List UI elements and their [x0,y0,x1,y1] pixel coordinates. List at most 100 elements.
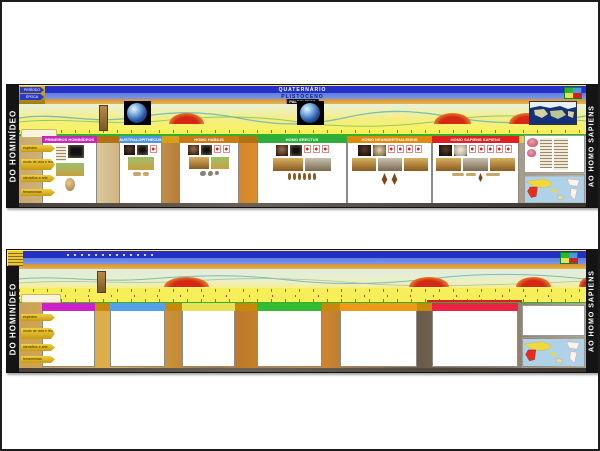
stone-tool-photo [199,171,206,176]
card-title: HOMO NEANDERTHALENSIS [347,136,432,143]
distribution-map-icon [312,145,320,153]
row-label-species: espécies [21,145,55,152]
strip-segment [235,303,257,311]
row-label-utensils: utensílios e arte [21,175,55,182]
distribution-map-icon [150,145,157,153]
card-title [182,303,235,311]
skull-photo [201,145,212,155]
epoch-bar: PLISTOCENO [19,93,586,100]
row-label-lifestyle: modo de vida e técnicas [21,159,55,170]
stone-tool-photo [214,171,219,175]
tool-photo [478,173,483,182]
distribution-map-icon [321,145,329,153]
timeline-banner-template: espécies modo de vida e técnicas utensíl… [6,249,598,373]
distribution-map-icon [469,145,476,153]
posture-sketch [540,138,552,168]
fossil-photo [64,178,75,191]
habitat-scene-image [211,157,229,169]
tick-dashes [67,254,157,256]
color-legend-icon [564,87,582,99]
period-arrow-label: PERÍODO [20,87,44,93]
card-title [257,303,322,311]
distribution-map-icon [405,145,413,153]
species-card: HOMO ERECTUS [257,136,347,206]
row-label-tools: ferramentas [21,189,55,196]
distribution-map-icon [505,145,512,153]
arrowhead-photo [381,173,388,185]
left-title-bar: DO HOMINÍDEO [7,85,19,207]
right-title-bar: AO HOMO SAPIENS [586,250,598,372]
figurine-photo [308,173,311,180]
card-title [432,303,518,311]
banner-bottom-border [19,368,586,372]
card-title [340,303,417,311]
earth-globe-image [124,101,151,125]
distribution-map-icon [478,145,485,153]
strip-segment [97,136,119,143]
strip-segment [162,136,179,143]
warm-period-mound [164,277,209,287]
arrowhead-photo [391,173,398,185]
distribution-map-icon [396,145,404,153]
epoch-label: PLISTOCENO [281,93,324,100]
species-card: HOMO HABILIS [179,136,239,206]
earth-globe-image [297,101,324,125]
right-title: AO HOMO SAPIENS [588,105,596,187]
bone-photo [132,172,141,176]
skull-photo [137,145,148,155]
distribution-map-icon [387,145,395,153]
strip-segment [165,303,182,311]
figurine-photo [288,173,291,180]
axis-legend [8,251,23,266]
skeleton-sketch-image [554,138,568,170]
distribution-map-icon [496,145,503,153]
face-photo [124,145,135,155]
strip-segment [417,303,432,311]
right-title-bar: AO HOMO SAPIENS [586,85,598,207]
distribution-map-icon [214,145,221,153]
warm-period-mound [516,277,551,287]
habitat-scene-image [351,158,376,171]
right-title: AO HOMO SAPIENS [588,270,596,352]
migration-map-image [522,337,585,368]
sediment-core-image [97,271,106,293]
habitat-scene-image [127,157,154,170]
row-label-utensils: utensílios e arte [21,344,55,351]
row-label-species: espécies [21,314,55,321]
glaciation-map-image [529,101,577,125]
skull-photo [67,145,84,158]
banner-bottom-border [19,203,586,207]
migration-map-image [524,174,585,205]
figurine-photo [293,173,296,180]
brain-diagram [527,149,536,157]
habitat-scene-image [377,158,402,171]
green-divider-line [19,134,586,136]
habitat-scene-image [463,158,488,171]
row-label-tools: ferramentas [21,356,55,363]
climate-curve [19,273,586,287]
species-card: HOMO SAPIENS SAPIENS [432,136,519,206]
epoch-arrow-label: ÉPOCA [20,94,44,100]
habitat-scene-image [189,157,209,169]
habitat-scene-image [436,158,461,171]
color-legend-icon [560,252,578,264]
period-bar: QUATERNÁRIO [19,86,586,93]
tool-photo [485,173,500,176]
tool-photo [451,173,464,176]
blank-species-card [110,303,165,367]
anatomy-panel [524,135,585,173]
blank-species-card [340,303,417,367]
blank-species-card [182,303,235,367]
strip-segment [322,303,340,311]
warm-period-mound [509,113,544,124]
skeleton-sketch-image [55,145,66,161]
face-photo [439,145,452,156]
skull-photo [372,145,386,156]
brain-diagram [527,138,538,147]
scale-caption-box [21,294,61,303]
species-card: PRIMEIROS HOMINÍDEOS [42,136,97,206]
habitat-scene-image [305,158,331,171]
skull-photo [454,145,467,156]
card-title: HOMO SAPIENS SAPIENS [432,136,519,143]
